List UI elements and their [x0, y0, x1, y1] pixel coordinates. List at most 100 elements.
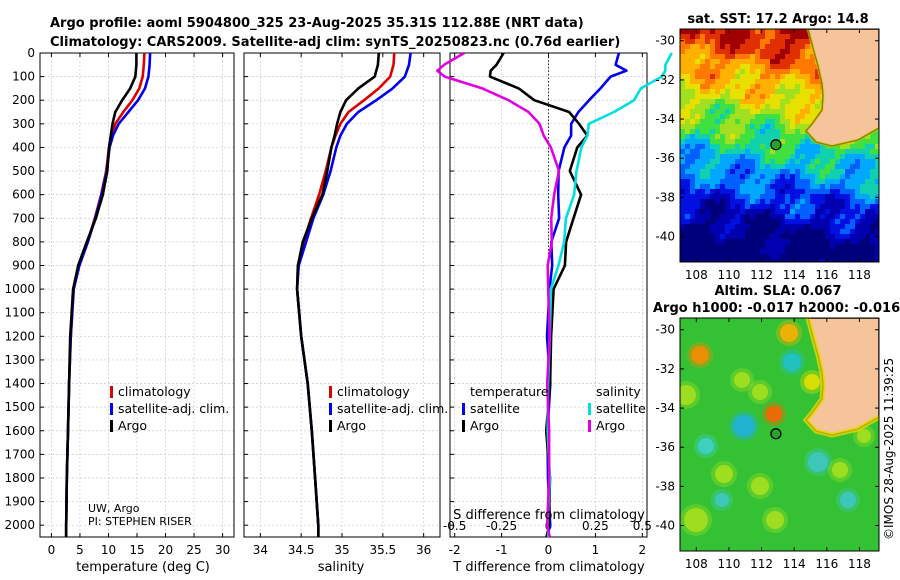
sst-cell	[700, 99, 705, 104]
sst-cell	[825, 169, 830, 174]
sst-cell	[745, 239, 750, 244]
sst-cell	[855, 244, 860, 249]
sst-cell	[850, 229, 855, 234]
sst-cell	[855, 154, 860, 159]
sst-cell	[870, 144, 875, 149]
sst-cell	[680, 64, 685, 69]
sst-cell	[745, 69, 750, 74]
sst-cell	[860, 189, 865, 194]
sst-cell	[710, 209, 715, 214]
sst-cell	[805, 59, 810, 64]
sst-cell	[730, 154, 735, 159]
sst-cell	[785, 114, 790, 119]
sst-cell	[795, 184, 800, 189]
sst-cell	[735, 94, 740, 99]
sst-cell	[850, 174, 855, 179]
sst-cell	[700, 204, 705, 209]
sst-cell	[750, 174, 755, 179]
sst-cell	[745, 129, 750, 134]
sst-cell	[855, 194, 860, 199]
sst-cell	[770, 234, 775, 239]
sst-cell	[810, 164, 815, 169]
sst-cell	[785, 99, 790, 104]
sst-cell	[735, 159, 740, 164]
sst-cell	[810, 204, 815, 209]
sst-cell	[800, 219, 805, 224]
sst-cell	[705, 194, 710, 199]
sst-cell	[830, 159, 835, 164]
sst-cell	[775, 179, 780, 184]
sst-cell	[825, 239, 830, 244]
sst-cell	[695, 199, 700, 204]
sst-cell	[745, 154, 750, 159]
sst-cell	[770, 69, 775, 74]
sst-cell	[725, 129, 730, 134]
sst-cell	[810, 219, 815, 224]
sst-cell	[835, 189, 840, 194]
sst-cell	[870, 154, 875, 159]
sst-cell	[835, 259, 840, 262]
sst-cell	[825, 209, 830, 214]
sst-cell	[765, 209, 770, 214]
sst-cell	[735, 69, 740, 74]
sst-cell	[730, 54, 735, 59]
sst-cell	[865, 189, 870, 194]
sst-cell	[805, 89, 810, 94]
sst-cell	[805, 249, 810, 254]
sst-cell	[715, 164, 720, 169]
sst-cell	[865, 134, 870, 139]
sst-cell	[700, 254, 705, 259]
sst-cell	[720, 124, 725, 129]
sst-cell	[735, 114, 740, 119]
sst-cell	[805, 224, 810, 229]
sst-cell	[750, 244, 755, 249]
sst-cell	[725, 119, 730, 124]
sst-cell	[705, 64, 710, 69]
sst-cell	[755, 204, 760, 209]
sst-cell	[775, 69, 780, 74]
sst-cell	[710, 109, 715, 114]
sst-cell	[715, 84, 720, 89]
y-tick-label: 1200	[4, 329, 35, 343]
y-tick-label: 500	[12, 164, 35, 178]
sst-cell	[745, 119, 750, 124]
sst-cell	[750, 149, 755, 154]
sst-cell	[725, 54, 730, 59]
sst-cell	[875, 169, 879, 174]
sst-cell	[730, 44, 735, 49]
sst-cell	[750, 114, 755, 119]
sst-cell	[745, 184, 750, 189]
sst-cell	[695, 139, 700, 144]
sst-cell	[695, 254, 700, 259]
sst-cell	[800, 199, 805, 204]
sst-cell	[780, 114, 785, 119]
sst-cell	[805, 34, 810, 39]
sst-cell	[760, 134, 765, 139]
sst-cell	[720, 179, 725, 184]
lon-tick-label: 118	[848, 557, 871, 571]
sst-cell	[810, 189, 815, 194]
lon-tick-label: 112	[750, 268, 773, 282]
sst-cell	[870, 199, 875, 204]
sst-cell	[745, 249, 750, 254]
salinity-xlabel: salinity	[318, 560, 365, 575]
sst-cell	[760, 239, 765, 244]
sst-cell	[705, 134, 710, 139]
sst-cell	[810, 259, 815, 262]
sst-cell	[835, 244, 840, 249]
sst-cell	[730, 149, 735, 154]
sst-cell	[690, 44, 695, 49]
sst-cell	[735, 79, 740, 84]
sst-cell	[780, 94, 785, 99]
sst-cell	[760, 229, 765, 234]
sst-cell	[730, 239, 735, 244]
sst-cell	[745, 149, 750, 154]
sst-cell	[780, 164, 785, 169]
sst-cell	[695, 239, 700, 244]
sst-cell	[785, 229, 790, 234]
y-tick-label: 100	[12, 70, 35, 84]
sst-cell	[850, 184, 855, 189]
sst-cell	[795, 249, 800, 254]
sst-cell	[870, 189, 875, 194]
sst-cell	[855, 189, 860, 194]
